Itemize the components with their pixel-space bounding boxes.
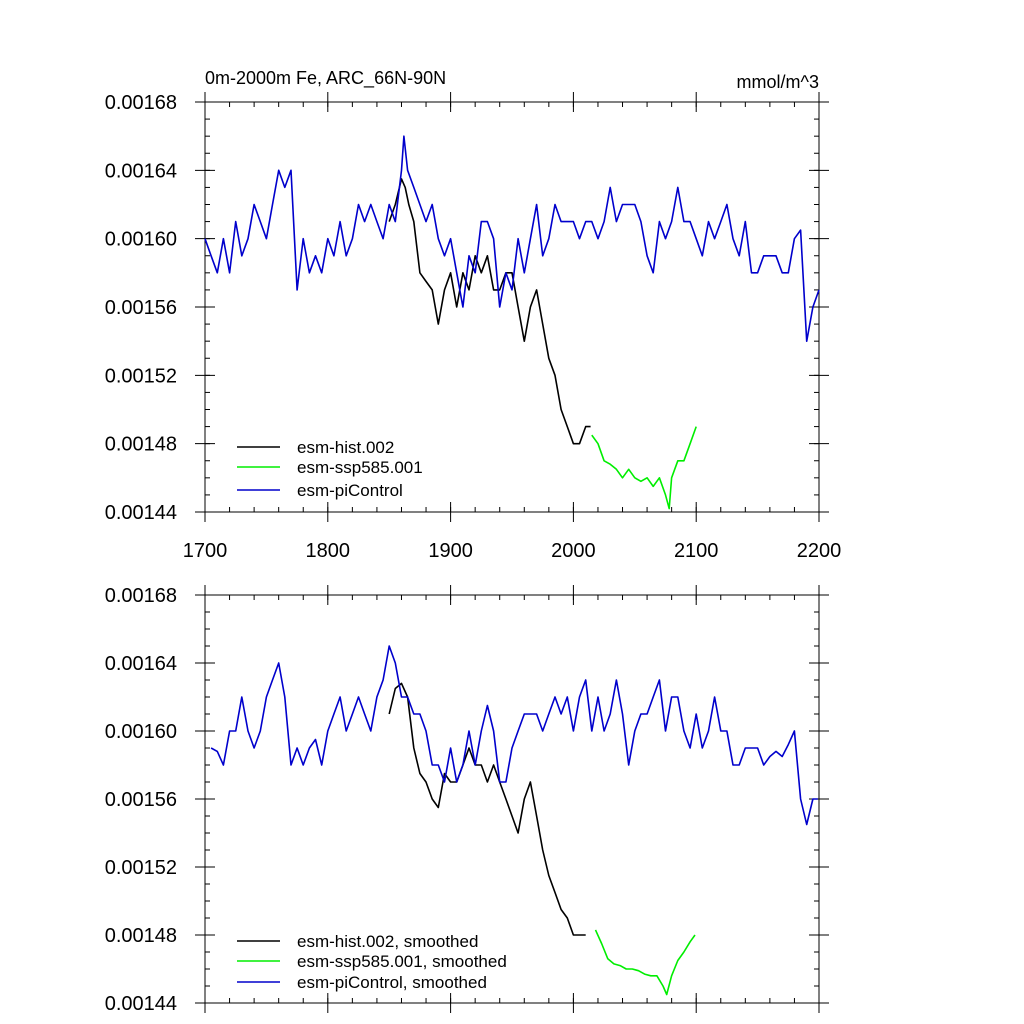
- y-tick-label: 0.00160: [105, 229, 177, 251]
- y-tick-label: 0.00148: [105, 434, 177, 456]
- legend-label: esm-ssp585.001: [297, 458, 423, 477]
- y-tick-label: 0.00152: [105, 857, 177, 879]
- chart-panel-bottom: 0.00144 0.00148 0.00152 0.00156 0.00160 0.001…: [105, 585, 829, 1015]
- series-line: [594, 929, 696, 996]
- legend-label: esm-piControl: [297, 481, 403, 500]
- y-tick-label: 0.00144: [105, 502, 177, 524]
- y-tick-label: 0.00160: [105, 721, 177, 743]
- series-line: [388, 178, 591, 445]
- legend-label: esm-hist.002, smoothed: [297, 932, 478, 951]
- chart-panel-top: 0.00144 0.00148 0.00152 0.00156 0.00160 0.001…: [105, 68, 842, 562]
- y-tick-label: 0.00168: [105, 585, 177, 607]
- series-line: [204, 135, 820, 343]
- chart-title: 0m-2000m Fe, ARC_66N-90N: [205, 68, 446, 89]
- x-tick-label: 1800: [306, 540, 351, 562]
- x-tick-label: 2200: [797, 540, 842, 562]
- series-line: [591, 426, 697, 510]
- x-tick-label: 2000: [551, 540, 596, 562]
- x-tick-label: 1900: [428, 540, 473, 562]
- series-line: [210, 645, 818, 826]
- y-tick-label: 0.00168: [105, 92, 177, 114]
- y-tick-label: 0.00156: [105, 789, 177, 811]
- y-tick-label: 0.00152: [105, 365, 177, 387]
- legend-label: esm-ssp585.001, smoothed: [297, 952, 507, 971]
- y-tick-label: 0.00164: [105, 160, 177, 182]
- y-tick-label: 0.00144: [105, 993, 177, 1015]
- legend-label: esm-piControl, smoothed: [297, 973, 487, 992]
- series-line: [388, 682, 586, 936]
- x-tick-label: 2100: [674, 540, 719, 562]
- legend-label: esm-hist.002: [297, 438, 394, 457]
- y-tick-label: 0.00164: [105, 653, 177, 675]
- x-tick-label: 1700: [183, 540, 228, 562]
- y-tick-label: 0.00148: [105, 925, 177, 947]
- y-tick-label: 0.00156: [105, 297, 177, 319]
- units-label: mmol/m^3: [737, 72, 819, 92]
